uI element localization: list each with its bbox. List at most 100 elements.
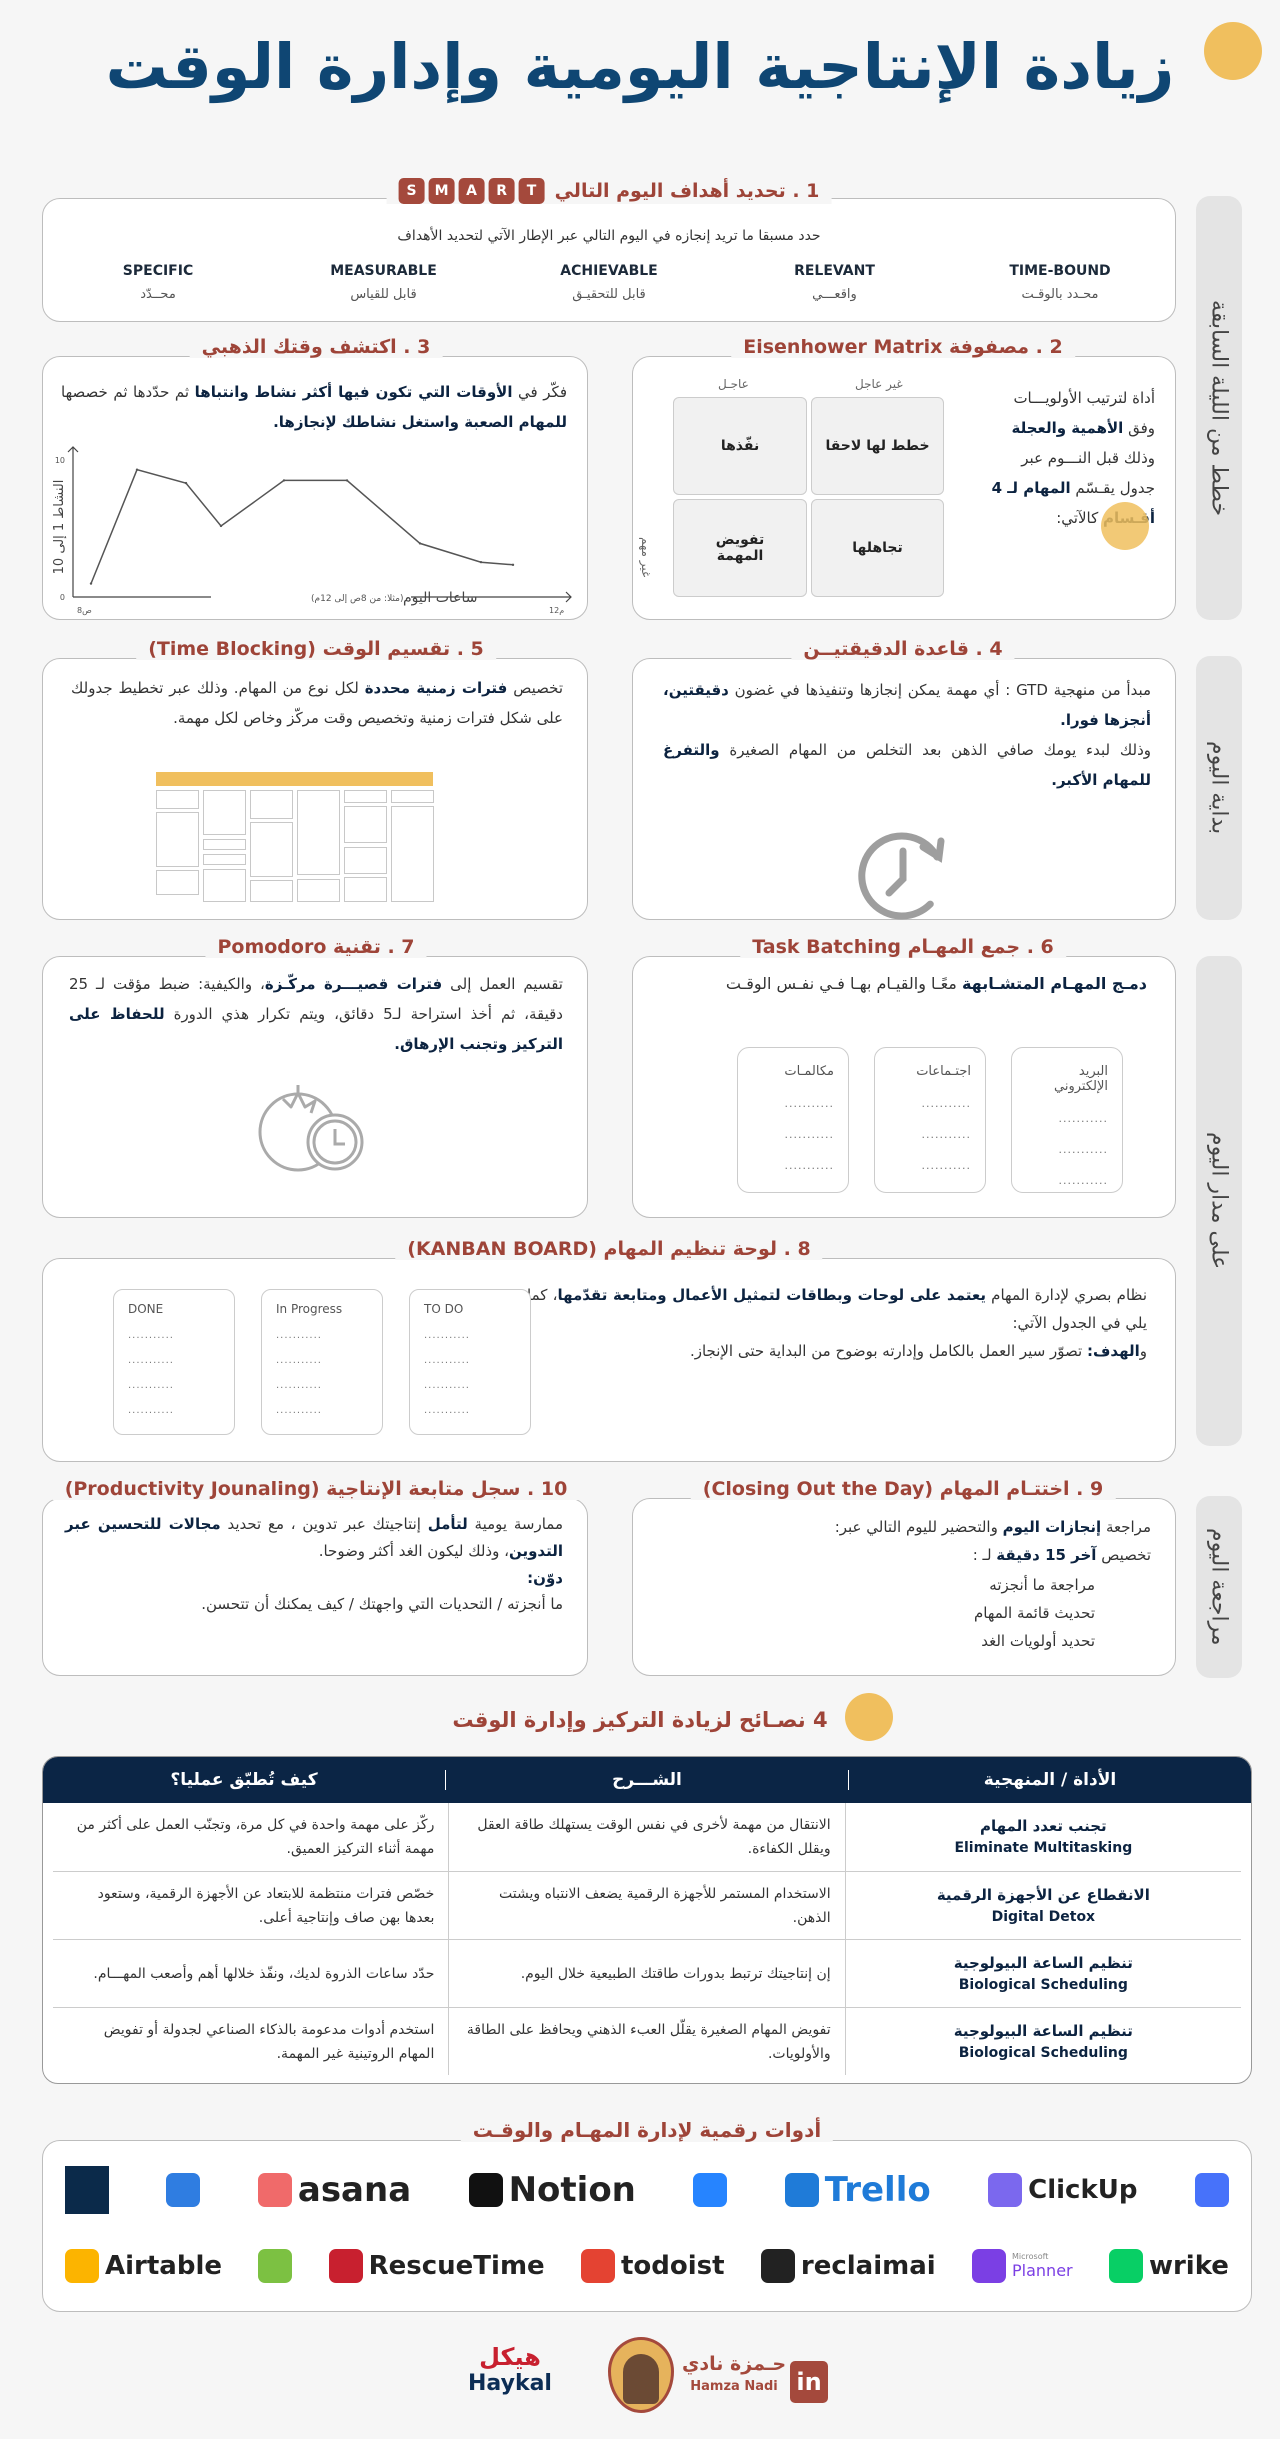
- smart-item: TIME-BOUND محـدد بالوقـت: [975, 263, 1145, 302]
- asana-logo[interactable]: asana: [257, 2170, 411, 2210]
- text-segment: تخصيص: [507, 679, 564, 697]
- batch-box-line: ...........: [921, 1128, 971, 1141]
- smartsheet-logo[interactable]: [65, 2166, 109, 2214]
- tip-method-ar: تنظيم الساعة البيولوجية: [953, 2021, 1133, 2040]
- time-block-grid: [156, 772, 434, 902]
- smart-item: RELEVANT واقعـــي: [750, 263, 920, 302]
- text-segment: إنتاجيتك عبر تدوين ، مع تحديد: [220, 1515, 428, 1533]
- tool-name: ClickUp: [1028, 2175, 1138, 2205]
- tips-table: الأداة / المنهجية الشـــرح كيف تُطبّق عم…: [42, 1756, 1252, 2084]
- tip-method-en: Eliminate Multitasking: [954, 1840, 1133, 1856]
- smart-letter-badge: M: [428, 178, 455, 204]
- kanban-column-title: DONE: [128, 1302, 164, 1316]
- brand-en: Haykal: [468, 2371, 552, 2396]
- journaling-heading: 10 . سجل متابعة الإنتاجية (Productivity …: [52, 1478, 580, 1500]
- two-minute-heading: 4 . قاعدة الدقيقتيــن: [791, 638, 1015, 660]
- clickup-logo[interactable]: ClickUp: [988, 2173, 1138, 2207]
- avatar: [608, 2337, 674, 2413]
- label-not-important: غير مهم: [639, 537, 653, 578]
- text-segment: و: [1139, 1342, 1147, 1360]
- rescuetime-logo[interactable]: RescueTime: [328, 2249, 545, 2283]
- kanban-column-title: In Progress: [276, 1302, 343, 1316]
- pomodoro-card: تقسيم العمل إلى فترات قصيـــرة مركّـزة، …: [42, 956, 588, 1218]
- xlabel-bg: [211, 585, 411, 607]
- smart-item-en: MEASURABLE: [330, 263, 437, 279]
- text-segment: ما أنجزته / التحديات التي واجهتك / كيف ي…: [201, 1595, 563, 1613]
- tips-row: تنظيم الساعة البيولوجية Biological Schedu…: [53, 1939, 1241, 2007]
- kanban-line: ...........: [424, 1330, 470, 1341]
- tip-how: ركّز على مهمة واحدة في كل مرة، وتجنّب ال…: [53, 1803, 450, 1871]
- text-segment: دوّن:: [527, 1569, 563, 1587]
- notion-logo[interactable]: Notion: [468, 2170, 636, 2210]
- author-ar: حـمزة نادي: [682, 2353, 787, 2375]
- activity-point: [282, 479, 286, 482]
- y-axis-arrow: [67, 446, 79, 453]
- batch-box-line: ...........: [921, 1159, 971, 1172]
- time-block: [344, 847, 387, 874]
- text-segment: مبدأ من منهجية GTD : أي مهمة يمكن إنجازه…: [728, 681, 1151, 699]
- text-segment: الأوقات التي تكون فيها أكثر نشاط وانتباه…: [194, 383, 513, 401]
- forest-logo-icon-logo[interactable]: [258, 2249, 293, 2283]
- smart-item-ar: محــدّد: [140, 287, 176, 302]
- smart-item-ar: محـدد بالوقـت: [1021, 287, 1099, 302]
- closing-item: تحديد أولويات الغد: [981, 1632, 1095, 1650]
- airtable-logo[interactable]: Airtable: [65, 2249, 222, 2283]
- side-label-day-review: مراجعة اليوم: [1196, 1496, 1242, 1678]
- linkedin-icon[interactable]: in: [790, 2361, 828, 2403]
- tips-row: الانقطاع عن الأجهزة الرقمية Digital Detox…: [53, 1871, 1241, 1939]
- check-logo-icon: [166, 2173, 201, 2207]
- label-urgent: عاجـل: [718, 377, 749, 391]
- text-segment: ، وذلك ليكون الغد أكثر وضوحا.: [318, 1542, 509, 1560]
- smart-letter-badge: S: [398, 178, 425, 204]
- batch-box-line: ...........: [784, 1097, 834, 1110]
- author-en: Hamza Nadi: [690, 2379, 778, 2394]
- tip-explanation: الانتقال من مهمة لأخرى في نفس الوقت يسته…: [449, 1803, 846, 1871]
- jira-logo-icon-logo[interactable]: [693, 2173, 728, 2207]
- time-block: [156, 790, 199, 809]
- tool-logo-icon: [468, 2173, 503, 2207]
- golden-time-heading: 3 . اكتشف وقتك الذهبي: [189, 336, 443, 358]
- trello-logo[interactable]: Trello: [784, 2170, 931, 2210]
- text-segment: لتأمل: [427, 1515, 468, 1533]
- smart-item: SPECIFIC محــدّد: [73, 263, 243, 302]
- brand-ar: هيكل: [479, 2343, 541, 2371]
- tool-logo-icon: [65, 2249, 99, 2283]
- text-segment: الأهمية والعجلة: [1011, 419, 1124, 437]
- tip-method-en: Digital Detox: [991, 1908, 1096, 1925]
- check-logo-icon-logo[interactable]: [166, 2173, 201, 2207]
- x-axis-label: ساعات اليوم: [403, 590, 478, 606]
- time-blocking-text: تخصيص فترات زمنية محددة لكل نوع من المها…: [71, 673, 563, 733]
- text-segment: إنجازات اليوم: [1002, 1518, 1102, 1536]
- title-decoration-dot: [1204, 22, 1262, 80]
- time-block: [391, 806, 434, 902]
- tips-row: تنظيم الساعة البيولوجية Biological Schedu…: [53, 2007, 1241, 2075]
- reclaimai-logo[interactable]: reclaimai: [760, 2249, 936, 2283]
- text-segment: معًـا والقيـام بهـا فـي نفـس الوقـت: [725, 974, 962, 993]
- time-block: [203, 839, 246, 850]
- smart-item-en: TIME-BOUND: [1009, 263, 1111, 279]
- wrike-logo[interactable]: wrike: [1108, 2249, 1229, 2283]
- tip-explanation: إن إنتاجيتك ترتبط بدورات طاقتك الطبيعية …: [449, 1939, 846, 2007]
- smart-description: حدد مسبقا ما تريد إنجازه في اليوم التالي…: [397, 228, 821, 244]
- ticktick-logo-icon-logo[interactable]: [1194, 2173, 1229, 2207]
- time-block-header: [156, 772, 433, 786]
- activity-point: [219, 524, 223, 528]
- tool-logo-icon: [784, 2173, 819, 2207]
- tool-name: todoist: [621, 2251, 725, 2281]
- activity-point: [479, 560, 483, 564]
- smart-item: MEASURABLE قابل للقياس: [299, 263, 469, 302]
- tool-name: Trello: [824, 2170, 931, 2210]
- tool-name: reclaimai: [800, 2251, 936, 2281]
- text-segment: فترات قصيـــرة مركّـزة: [264, 975, 443, 993]
- batch-box-title: مكالمـات: [784, 1064, 834, 1079]
- text-segment: دقيقتين، أنجزها فورا.: [663, 681, 1151, 729]
- time-block: [250, 880, 293, 902]
- planner-logo[interactable]: Microsoft Planner: [972, 2249, 1073, 2283]
- journaling-text-3: ما أنجزته / التحديات التي واجهتك / كيف ي…: [65, 1591, 563, 1618]
- text-segment: وذلك لبدء يومك صافي الذهن بعد التخلص من …: [719, 741, 1151, 759]
- side-label-text: خطط من الليلة السابقة: [1206, 299, 1232, 517]
- eisenhower-heading: 2 . مصفوفة Eisenhower Matrix: [731, 336, 1075, 358]
- todoist-logo[interactable]: todoist: [581, 2249, 725, 2283]
- time-blocking-card: تخصيص فترات زمنية محددة لكل نوع من المها…: [42, 658, 588, 920]
- smart-letter-badge: A: [458, 178, 485, 204]
